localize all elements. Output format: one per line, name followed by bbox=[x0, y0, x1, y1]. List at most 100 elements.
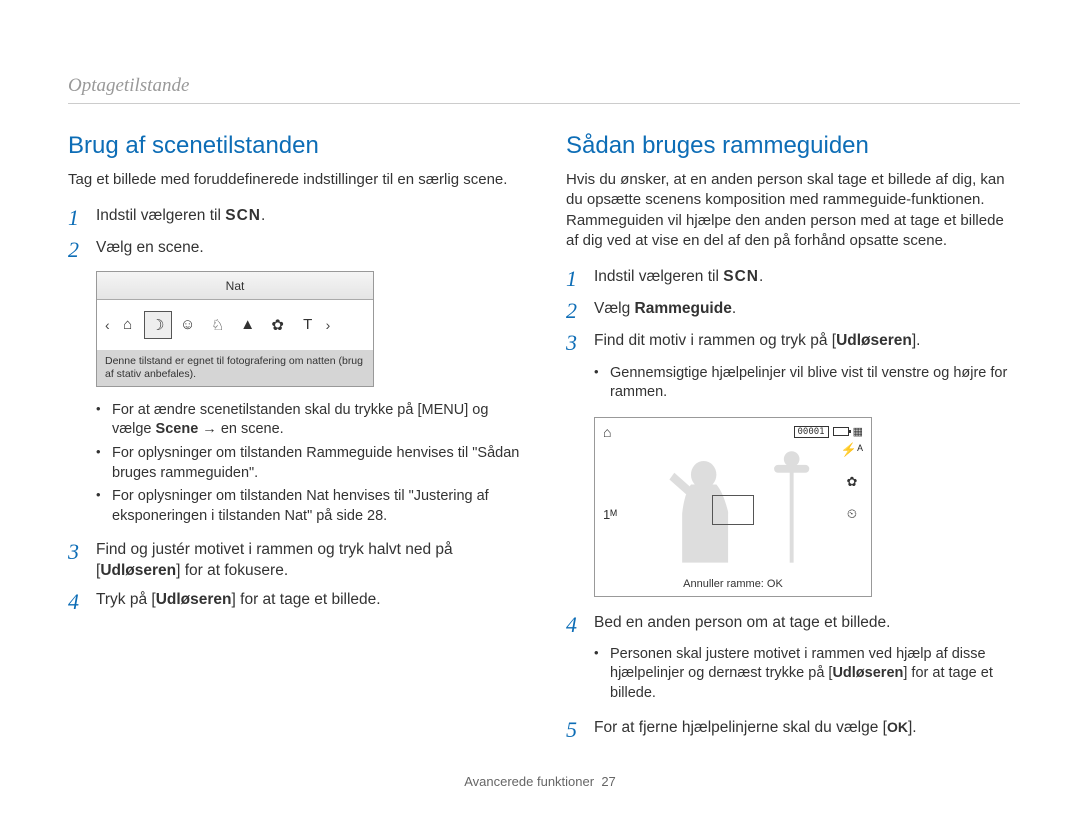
text: Tryk på [ bbox=[96, 591, 156, 608]
flash-icon: ⚡ᴬ bbox=[841, 442, 863, 458]
text: ] for at fokusere. bbox=[176, 562, 288, 579]
step-4-right: 4 Bed en anden person om at tage et bill… bbox=[566, 613, 1020, 637]
bold: Udløseren bbox=[832, 665, 903, 681]
bold: Rammeguide bbox=[635, 300, 732, 317]
bullet-text: For oplysninger om tilstanden Rammeguide… bbox=[112, 444, 522, 483]
page-footer: Avancerede funktioner 27 bbox=[0, 774, 1080, 789]
section-heading-left: Brug af scenetilstanden bbox=[68, 132, 522, 160]
status-icons: 00001 ▦ bbox=[794, 424, 864, 440]
right-column: Sådan bruges rammeguiden Hvis du ønsker,… bbox=[566, 132, 1020, 750]
step-2-left: 2 Vælg en scene. bbox=[68, 238, 522, 262]
scene-label: Nat bbox=[97, 272, 373, 300]
bullet-marker: • bbox=[594, 645, 610, 704]
text: Find dit motiv i rammen og tryk på [ bbox=[594, 332, 836, 349]
scene-icon-row: ‹ ⌂ ☽ ☺ ♘ ▲ ✿ T › bbox=[97, 300, 373, 350]
step-text: Tryk på [Udløseren] for at tage et bille… bbox=[96, 590, 522, 611]
ok-icon: OK bbox=[887, 719, 908, 735]
step-number: 4 bbox=[68, 590, 96, 614]
bullet: • For oplysninger om tilstanden Nat henv… bbox=[96, 487, 522, 526]
step-5-right: 5 For at fjerne hjælpelinjerne skal du v… bbox=[566, 718, 1020, 742]
bullet-text: Personen skal justere motivet i rammen v… bbox=[610, 645, 1020, 704]
bullet: • For oplysninger om tilstanden Rammegui… bbox=[96, 444, 522, 483]
macro-icon: ✿ bbox=[847, 474, 858, 490]
bold: Udløseren bbox=[156, 591, 232, 608]
frameguide-screenshot: ⌂ 00001 ▦ 1ᴹ ⚡ᴬ ✿ ⏲ bbox=[594, 417, 872, 597]
step-number: 5 bbox=[566, 718, 594, 742]
scene-icon-children: ♘ bbox=[204, 311, 232, 339]
left-column: Brug af scenetilstanden Tag et billede m… bbox=[68, 132, 522, 750]
bullet: • Personen skal justere motivet i rammen… bbox=[594, 645, 1020, 704]
text: For at fjerne hjælpelinjerne skal du væl… bbox=[594, 719, 887, 736]
bullets-right-1: • Gennemsigtige hjælpelinjer vil blive v… bbox=[594, 364, 1020, 403]
bold: Scene bbox=[156, 421, 199, 437]
step-1-left: 1 Indstil vælgeren til SCN. bbox=[68, 206, 522, 230]
text: Indstil vælgeren til bbox=[96, 207, 225, 224]
divider bbox=[68, 103, 1020, 104]
bullet-marker: • bbox=[96, 444, 112, 483]
arrow-left-icon: ‹ bbox=[103, 317, 112, 333]
left-overlay-icon: 1ᴹ bbox=[603, 507, 617, 522]
bullet: • Gennemsigtige hjælpelinjer vil blive v… bbox=[594, 364, 1020, 403]
card-icon: ▦ bbox=[853, 425, 863, 438]
step-number: 3 bbox=[68, 540, 96, 564]
bullet-text: Gennemsigtige hjælpelinjer vil blive vis… bbox=[610, 364, 1020, 403]
bullet-text: For at ændre scenetilstanden skal du try… bbox=[112, 401, 522, 440]
menu-icon: MENU bbox=[422, 402, 465, 418]
text: Vælg bbox=[594, 300, 635, 317]
scene-icon-closeup: ✿ bbox=[264, 311, 292, 339]
bold: Udløseren bbox=[100, 562, 176, 579]
step-text: For at fjerne hjælpelinjerne skal du væl… bbox=[594, 718, 1020, 739]
step-number: 1 bbox=[68, 206, 96, 230]
timer-icon: ⏲ bbox=[847, 506, 857, 522]
intro-right: Hvis du ønsker, at en anden person skal … bbox=[566, 170, 1020, 251]
step-1-right: 1 Indstil vælgeren til SCN. bbox=[566, 267, 1020, 291]
bullet-marker: • bbox=[594, 364, 610, 403]
scene-icon-landscape: ▲ bbox=[234, 311, 262, 339]
focus-rectangle bbox=[712, 495, 754, 525]
breadcrumb: Optagetilstande bbox=[68, 75, 1020, 97]
bullets-right-2: • Personen skal justere motivet i rammen… bbox=[594, 645, 1020, 704]
bullet: • For at ændre scenetilstanden skal du t… bbox=[96, 401, 522, 440]
step-text: Vælg en scene. bbox=[96, 238, 522, 259]
scene-note: Denne tilstand er egnet til fotograferin… bbox=[97, 350, 373, 386]
text: Indstil vælgeren til bbox=[594, 268, 723, 285]
bullet-marker: • bbox=[96, 487, 112, 526]
text: ] for at tage et billede. bbox=[232, 591, 381, 608]
text: ]. bbox=[908, 719, 917, 736]
scene-selector-screenshot: Nat ‹ ⌂ ☽ ☺ ♘ ▲ ✿ T › Denne tilstand er … bbox=[96, 271, 374, 387]
step-2-right: 2 Vælg Rammeguide. bbox=[566, 299, 1020, 323]
scene-icon-frameguide: ⌂ bbox=[114, 311, 142, 339]
text: For at ændre scenetilstanden skal du try… bbox=[112, 402, 422, 418]
step-3-left: 3 Find og justér motivet i rammen og try… bbox=[68, 540, 522, 582]
guide-topbar: ⌂ 00001 ▦ bbox=[603, 424, 863, 440]
step-number: 4 bbox=[566, 613, 594, 637]
step-number: 2 bbox=[566, 299, 594, 323]
scene-icon-text: T bbox=[294, 311, 322, 339]
step-text: Bed en anden person om at tage et billed… bbox=[594, 613, 1020, 634]
step-text: Find og justér motivet i rammen og tryk … bbox=[96, 540, 522, 582]
scn-label: SCN bbox=[723, 268, 759, 285]
text: → en scene. bbox=[198, 421, 283, 437]
bold: Udløseren bbox=[836, 332, 912, 349]
bullet-text: For oplysninger om tilstanden Nat henvis… bbox=[112, 487, 522, 526]
content-columns: Brug af scenetilstanden Tag et billede m… bbox=[68, 132, 1020, 750]
bullet-marker: • bbox=[96, 401, 112, 440]
shot-counter: 00001 bbox=[794, 426, 829, 438]
step-number: 2 bbox=[68, 238, 96, 262]
scene-icon-night: ☽ bbox=[144, 311, 172, 339]
step-text: Indstil vælgeren til SCN. bbox=[594, 267, 1020, 288]
arrow-right-icon: › bbox=[324, 317, 333, 333]
bullets-left-1: • For at ændre scenetilstanden skal du t… bbox=[96, 401, 522, 526]
section-heading-right: Sådan bruges rammeguiden bbox=[566, 132, 1020, 160]
text: ]. bbox=[912, 332, 921, 349]
right-overlay-icons: ⚡ᴬ ✿ ⏲ bbox=[841, 442, 863, 522]
frameguide-mode-icon: ⌂ bbox=[603, 424, 611, 440]
scene-icon-portrait: ☺ bbox=[174, 311, 202, 339]
scn-label: SCN bbox=[225, 207, 261, 224]
page-number: 27 bbox=[601, 774, 615, 789]
step-text: Indstil vælgeren til SCN. bbox=[96, 206, 522, 227]
footer-label: Avancerede funktioner bbox=[464, 774, 594, 789]
step-text: Vælg Rammeguide. bbox=[594, 299, 1020, 320]
guide-bottom-text: Annuller ramme: OK bbox=[595, 578, 871, 590]
intro-left: Tag et billede med foruddefinerede indst… bbox=[68, 170, 522, 190]
